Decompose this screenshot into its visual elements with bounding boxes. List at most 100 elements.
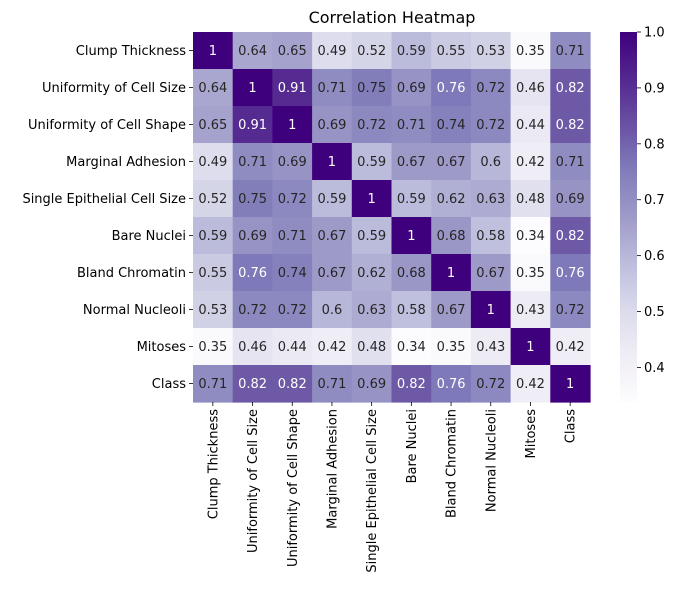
colorbar-segment (620, 305, 637, 310)
colorbar-segment (620, 78, 637, 82)
cell-value-label: 0.69 (238, 229, 267, 244)
heatmap-cell (272, 32, 313, 70)
heatmap-cell (232, 69, 273, 107)
cell-value-label: 0.68 (397, 266, 426, 281)
heatmap-cell (431, 69, 472, 107)
cell-value-label: 1 (526, 340, 534, 355)
heatmap-cell (232, 180, 273, 218)
colorbar-segment (620, 167, 637, 171)
colorbar-segment (620, 281, 637, 285)
colorbar-segment (620, 348, 637, 353)
heatmap-cell (470, 365, 512, 403)
colorbar-segment (620, 379, 637, 384)
cell-value-label: 0.69 (556, 192, 585, 207)
colorbar-segment (620, 179, 637, 184)
colorbar-segment (620, 108, 637, 113)
colorbar-segment (620, 191, 637, 196)
colorbar-segment (620, 185, 637, 190)
colorbar-segment (620, 351, 637, 356)
x-tick-label: Bare Nuclei (405, 409, 420, 483)
cell-value-label: 0.71 (317, 377, 346, 392)
cell-value-label: 0.91 (238, 118, 267, 133)
heatmap-cell (391, 328, 432, 366)
colorbar-segment (620, 213, 637, 218)
heatmap-cell (431, 254, 472, 292)
cell-value-label: 0.67 (317, 266, 346, 281)
cell-value-label: 1 (328, 155, 336, 170)
row-labels: Clump Thickness Uniformity of Cell Size Un… (22, 44, 193, 392)
x-tick-label: Uniformity of Cell Size (246, 409, 261, 553)
colorbar-segment (620, 238, 637, 242)
cell-value-label: 0.82 (556, 118, 585, 133)
cell-value-label: 0.42 (317, 340, 346, 355)
cell-value-label: 0.82 (556, 229, 585, 244)
colorbar-segment (620, 293, 637, 298)
heatmap-cell (193, 217, 234, 255)
colorbar-segment (620, 345, 637, 350)
heatmap-cell (312, 217, 353, 255)
x-tick-label: Normal Nucleoli (484, 409, 499, 512)
heatmap-cell (232, 365, 273, 403)
cell-value-label: 0.67 (437, 155, 466, 170)
colorbar-segment (620, 321, 637, 325)
cell-value-label: 0.62 (357, 266, 386, 281)
colorbar-segment (620, 38, 637, 42)
colorbar-segment (620, 327, 637, 331)
colorbar-segment (620, 271, 637, 276)
colorbar-segment (620, 385, 637, 390)
heatmap-cell (470, 291, 512, 329)
heatmap-cell (550, 328, 591, 366)
colorbar-segment (620, 354, 637, 359)
colorbar-segment (620, 81, 637, 85)
heatmap-cell (351, 254, 393, 292)
colorbar-segment (620, 308, 637, 313)
heatmap-cell (232, 217, 273, 255)
cell-value-label: 0.71 (397, 118, 426, 133)
x-tick-label: Class (564, 409, 579, 443)
cell-value-label: 0.67 (437, 303, 466, 318)
y-tick-label: Class (152, 377, 186, 392)
cell-value-label: 0.58 (476, 229, 505, 244)
heatmap-cell (431, 365, 472, 403)
cell-value-label: 0.49 (317, 44, 346, 59)
cell-value-label: 0.71 (238, 155, 267, 170)
colorbar-segment (620, 71, 637, 76)
cell-value-label: 0.65 (198, 118, 227, 133)
colorbar-segment (620, 367, 637, 371)
heatmap-cell (312, 365, 353, 403)
colorbar-segment (620, 388, 637, 393)
cell-value-label: 0.46 (238, 340, 267, 355)
y-tick-label: Bare Nuclei (112, 229, 186, 244)
heatmap-cell (470, 106, 512, 144)
colorbar-segment (620, 284, 637, 288)
colorbar-segment (620, 44, 637, 48)
colorbar-segment (620, 90, 637, 95)
heatmap-cell (510, 32, 551, 70)
colorbar-segment (620, 173, 637, 178)
cell-value-label: 1 (248, 81, 256, 96)
cell-value-label: 0.67 (397, 155, 426, 170)
heatmap-cell (312, 32, 353, 70)
colorbar-segment (620, 296, 637, 301)
cell-value-label: 0.72 (278, 192, 307, 207)
heatmap-cell (431, 143, 472, 181)
colorbar-segment (620, 314, 637, 319)
x-tick-label: Uniformity of Cell Shape (286, 409, 301, 567)
heatmap-cell (431, 106, 472, 144)
colorbar-segment (620, 194, 637, 199)
cell-value-label: 0.59 (397, 44, 426, 59)
colorbar-segment (620, 87, 637, 92)
heatmap-cell (193, 143, 234, 181)
x-tick-label: Single Epithelial Cell Size (365, 409, 380, 573)
colorbar-segment (620, 382, 637, 387)
colorbar-segment (620, 96, 637, 101)
colorbar-segment (620, 256, 637, 261)
colorbar-segment (620, 357, 637, 362)
heatmap-cell (232, 328, 273, 366)
colorbar-segment (620, 265, 637, 270)
cell-value-label: 0.75 (238, 192, 267, 207)
cell-value-label: 0.71 (556, 44, 585, 59)
colorbar-segment (620, 164, 637, 168)
cell-value-label: 0.34 (397, 340, 426, 355)
colorbar-tick-label: 0.9 (644, 81, 665, 96)
